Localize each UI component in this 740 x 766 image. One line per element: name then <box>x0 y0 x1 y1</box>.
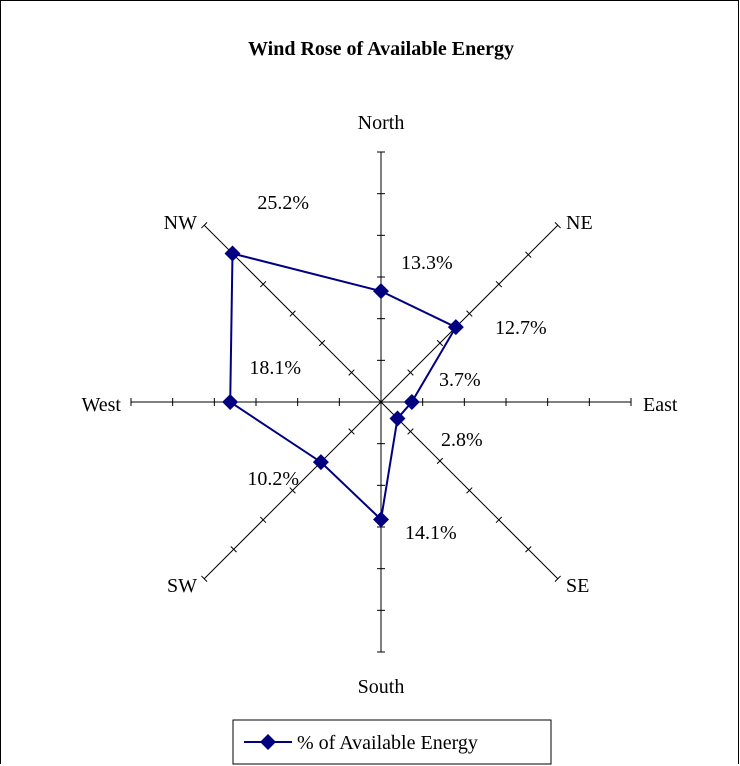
direction-label-nw: NW <box>164 212 197 234</box>
data-point-west <box>222 394 239 410</box>
data-label-south: 14.1% <box>405 522 457 544</box>
tick-nw <box>318 339 326 347</box>
data-label-ne: 12.7% <box>495 317 547 339</box>
tick-ne <box>525 251 532 258</box>
legend-marker <box>260 734 276 750</box>
direction-label-west: West <box>82 394 122 416</box>
series-group <box>222 245 464 528</box>
legend-label: % of Available Energy <box>297 732 478 754</box>
tick-sw <box>348 428 355 435</box>
tick-sw <box>289 487 296 494</box>
direction-label-sw: SW <box>167 575 197 597</box>
direction-label-se: SE <box>566 575 589 597</box>
chart-title: Wind Rose of Available Energy <box>248 38 514 60</box>
data-point-east <box>403 394 420 410</box>
tick-ne <box>495 280 503 288</box>
tick-se <box>466 487 473 494</box>
tick-ne <box>436 339 444 347</box>
data-label-east: 3.7% <box>439 369 481 391</box>
tick-nw <box>348 369 355 376</box>
tick-nw <box>289 310 296 317</box>
direction-labels: North NE East SE South SW West NW <box>82 112 678 698</box>
value-labels: 13.3% 12.7% 3.7% 2.8% 14.1% 10.2% 18.1% 25.2% <box>247 192 546 544</box>
legend: % of Available Energy <box>232 719 552 765</box>
data-label-nw: 25.2% <box>257 192 309 214</box>
direction-label-ne: NE <box>566 212 593 234</box>
tick-sw <box>201 575 208 582</box>
data-point-ne <box>447 319 464 336</box>
data-point-se <box>389 410 406 427</box>
data-point-nw <box>224 245 241 262</box>
tick-se <box>407 428 414 435</box>
data-label-se: 2.8% <box>441 429 483 451</box>
tick-se <box>525 546 532 553</box>
tick-sw <box>230 546 237 553</box>
tick-se <box>554 575 561 582</box>
data-label-sw: 10.2% <box>247 468 299 490</box>
tick-se <box>436 457 444 465</box>
data-point-north <box>373 283 389 300</box>
tick-se <box>495 516 503 524</box>
data-point-sw <box>312 454 329 471</box>
direction-label-east: East <box>643 394 678 416</box>
tick-ne <box>407 369 414 376</box>
data-label-north: 13.3% <box>401 252 453 274</box>
data-label-west: 18.1% <box>249 357 301 379</box>
direction-label-north: North <box>358 112 405 134</box>
tick-nw <box>201 222 208 229</box>
tick-ne <box>466 310 473 317</box>
tick-nw <box>259 280 267 288</box>
direction-label-south: South <box>358 676 405 698</box>
tick-sw <box>259 516 267 524</box>
radial-axes <box>130 151 632 653</box>
tick-ne <box>554 222 561 229</box>
data-point-south <box>373 511 389 528</box>
